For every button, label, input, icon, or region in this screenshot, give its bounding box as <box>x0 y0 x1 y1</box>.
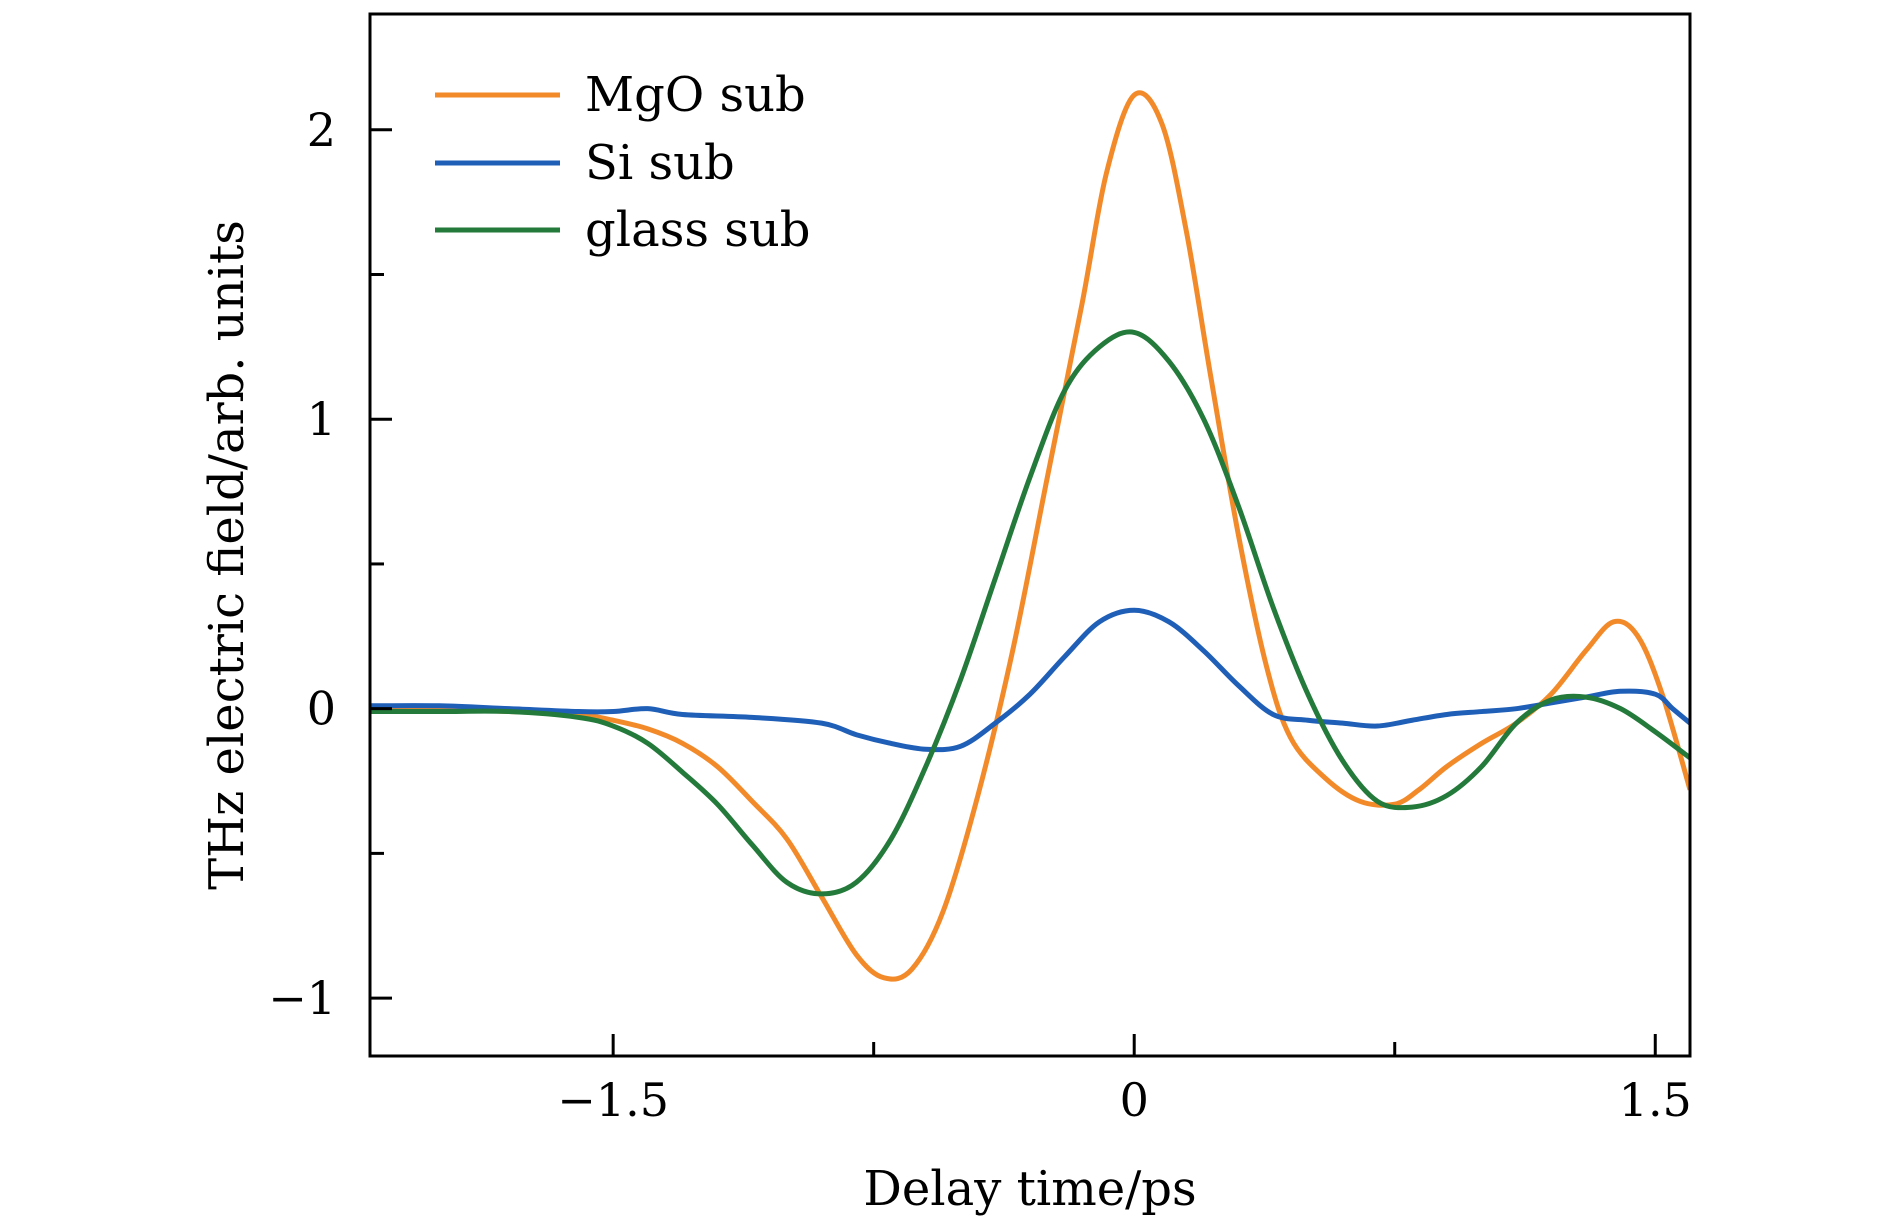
y-tick-label: 0 <box>307 682 336 736</box>
legend-label-si: Si sub <box>585 135 735 191</box>
y-tick-label: 2 <box>307 103 336 157</box>
series-line-si-sub <box>370 607 1690 753</box>
tick-labels-layer: −1.5 0 1.5 −1 0 1 2 <box>268 103 1692 1127</box>
legend-label-mgo: MgO sub <box>585 67 806 123</box>
x-tick-label: 1.5 <box>1619 1073 1692 1127</box>
series-layer <box>370 90 1690 982</box>
y-tick-label: −1 <box>268 971 336 1025</box>
legend: MgO sub Si sub glass sub <box>435 67 811 258</box>
x-tick-label: −1.5 <box>557 1073 669 1127</box>
x-tick-label: 0 <box>1120 1073 1149 1127</box>
plot-frame <box>368 12 1692 1058</box>
y-axis-label: THz electric field/arb. units <box>199 220 255 890</box>
series-line-glass-sub <box>370 329 1690 897</box>
legend-label-glass: glass sub <box>585 202 811 258</box>
ticks-layer <box>370 128 1657 1056</box>
series-line-mgo-sub <box>370 90 1690 982</box>
x-axis-label: Delay time/ps <box>863 1161 1196 1217</box>
y-tick-label: 1 <box>307 392 336 446</box>
